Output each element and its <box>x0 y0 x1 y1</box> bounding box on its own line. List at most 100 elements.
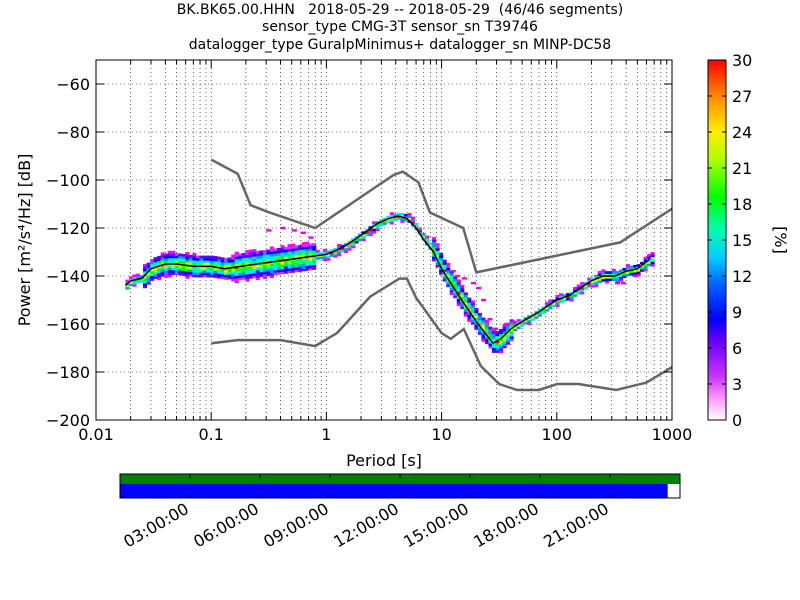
psd-cell <box>231 264 236 267</box>
psd-cell <box>608 273 613 277</box>
psd-cell <box>241 269 246 273</box>
psd-cell <box>477 320 482 323</box>
psd-cell <box>425 240 430 244</box>
psd-cell <box>523 319 528 323</box>
psd-cell <box>548 299 553 303</box>
psd-cell <box>202 262 207 266</box>
psd-cell <box>428 244 433 248</box>
psd-cell <box>167 260 172 264</box>
psd-cell <box>537 311 542 315</box>
psd-cell <box>213 272 218 276</box>
psd-cell <box>382 219 387 223</box>
psd-cell <box>502 331 507 334</box>
psd-cell <box>449 280 454 284</box>
psd-cell <box>650 252 655 255</box>
psd-cell <box>456 286 461 290</box>
psd-cell <box>192 267 197 271</box>
psd-cell <box>224 260 229 264</box>
psd-cell <box>231 278 236 282</box>
psd-cell <box>614 282 620 285</box>
psd-cell <box>650 256 655 260</box>
psd-cell <box>477 322 482 326</box>
psd-cell <box>174 272 179 276</box>
psd-cell <box>300 231 306 234</box>
psd-cell <box>224 262 229 266</box>
psd-cell <box>150 270 155 274</box>
psd-cell <box>217 273 222 277</box>
psd-cell <box>241 257 246 261</box>
time-tick-label: 12:00:00 <box>330 499 402 551</box>
psd-cell <box>301 261 306 265</box>
psd-cell <box>192 272 197 275</box>
psd-cell <box>322 256 327 259</box>
psd-cell <box>164 260 169 264</box>
psd-cell <box>439 260 444 263</box>
psd-cell <box>474 310 479 314</box>
psd-cell <box>435 262 440 266</box>
psd-cell <box>143 278 148 282</box>
psd-cell <box>276 267 282 270</box>
psd-cell <box>227 262 232 266</box>
psd-cell <box>460 301 465 305</box>
psd-cell <box>266 254 271 257</box>
psd-cell <box>573 287 578 290</box>
psd-cell <box>298 261 303 265</box>
psd-cell <box>143 275 148 279</box>
psd-cell <box>284 261 289 265</box>
psd-cell <box>259 272 264 275</box>
psd-cell <box>449 273 454 276</box>
psd-cell <box>291 267 296 271</box>
psd-cell <box>294 255 299 258</box>
psd-cell <box>195 262 200 266</box>
psd-cell <box>618 276 623 280</box>
psd-cell <box>269 265 274 269</box>
psd-cell <box>164 270 169 274</box>
psd-cell <box>481 327 486 330</box>
psd-cell <box>241 267 246 271</box>
psd-cell <box>206 267 211 271</box>
nhnm-line <box>211 277 672 392</box>
psd-cell <box>534 316 539 319</box>
psd-cell <box>287 246 292 250</box>
psd-cell <box>284 247 289 250</box>
psd-cell <box>294 250 299 254</box>
psd-cell <box>164 255 169 259</box>
psd-cell <box>312 257 317 261</box>
psd-cell <box>590 277 595 281</box>
psd-cell <box>181 265 186 269</box>
psd-cell <box>291 265 296 268</box>
psd-cell <box>470 321 475 325</box>
psd-cell <box>139 280 144 283</box>
psd-cell <box>590 284 595 288</box>
psd-cell <box>488 326 493 330</box>
psd-cell <box>527 322 532 326</box>
psd-cell <box>248 261 253 265</box>
psd-cell <box>238 253 243 257</box>
psd-cell <box>467 316 472 320</box>
psd-cell <box>167 267 172 271</box>
colorbar-tick-label: 3 <box>732 375 742 394</box>
psd-cell <box>259 274 264 278</box>
psd-cell <box>164 258 169 262</box>
psd-cell <box>266 266 271 269</box>
psd-cell <box>210 255 215 259</box>
psd-cell <box>544 301 549 305</box>
grid-lines <box>95 60 672 421</box>
psd-cell <box>160 252 165 256</box>
psd-cell <box>227 264 232 268</box>
psd-cell <box>174 267 179 271</box>
psd-cell <box>157 275 162 278</box>
psd-cell <box>269 248 274 252</box>
psd-cell <box>188 262 193 265</box>
psd-cell <box>238 270 243 274</box>
psd-cell <box>231 271 236 275</box>
psd-cell <box>245 278 250 282</box>
psd-cell <box>636 264 641 267</box>
psd-cell <box>308 260 313 264</box>
psd-cell <box>608 278 613 282</box>
psd-cell <box>153 264 158 268</box>
psd-cell <box>319 251 324 255</box>
psd-cell <box>125 279 130 283</box>
psd-cell <box>446 282 451 285</box>
psd-cell <box>146 279 151 283</box>
